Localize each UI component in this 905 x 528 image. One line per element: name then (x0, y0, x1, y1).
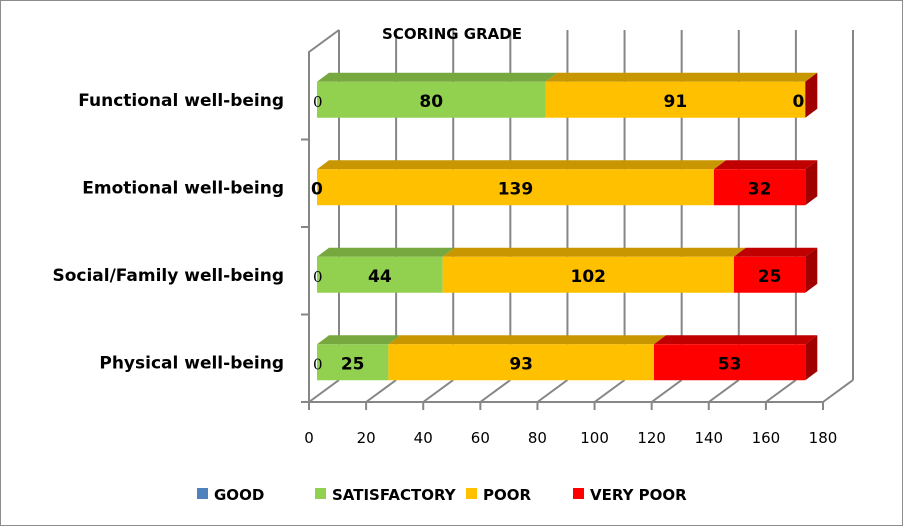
legend-swatch (197, 488, 208, 499)
data-label: 139 (498, 179, 534, 199)
data-label: 93 (509, 354, 533, 374)
data-label: 25 (758, 267, 782, 287)
x-tick-label: 20 (357, 429, 376, 447)
bar-end-cap (805, 160, 818, 206)
legend-swatch (573, 488, 584, 499)
bar-top-very-poor (653, 335, 818, 345)
bar-segment-poor (388, 344, 654, 381)
data-label: 0 (313, 268, 323, 286)
data-label: 25 (341, 354, 365, 374)
bar-top-satisfactory (317, 247, 455, 257)
bar-top-satisfactory (317, 72, 558, 82)
x-tick-label: 80 (528, 429, 547, 447)
bar-segment-satisfactory (317, 256, 443, 293)
bar-top-very-poor (713, 160, 818, 170)
x-axis-ticks: 0 20 40 60 80 100 120 140 160 180 (304, 429, 837, 447)
bar-segment-satisfactory (317, 344, 389, 381)
floor-gridline (822, 379, 854, 403)
chart-title: SCORING GRADE (382, 25, 522, 43)
floor-gridline (708, 379, 740, 403)
category-label: Physical well-being (99, 353, 284, 373)
category-labels: Functional well-being Emotional well-bein… (52, 91, 284, 374)
legend-label: SATISFACTORY (332, 486, 457, 504)
bar-end-cap (805, 72, 818, 118)
x-tick-label: 60 (471, 429, 490, 447)
legend-swatch (315, 488, 326, 499)
legend-label: VERY POOR (590, 486, 687, 504)
bar-top-poor (388, 335, 666, 345)
legend-label: GOOD (214, 486, 264, 504)
legend-swatch (466, 488, 477, 499)
bar-segment-very-poor (713, 169, 806, 206)
x-tick-label: 180 (809, 429, 838, 447)
floor-gridline (593, 379, 626, 403)
legend-label: POOR (483, 486, 531, 504)
x-tick-label: 40 (414, 429, 433, 447)
bar-segment-poor (317, 169, 714, 206)
floor-gridline (765, 379, 797, 403)
x-tick-label: 100 (580, 429, 609, 447)
bars (317, 72, 818, 381)
x-tick-label: 160 (752, 429, 781, 447)
data-labels: 0 80 91 0 0 139 32 0 44 102 25 0 25 93 53 (311, 92, 804, 375)
data-label: 0 (313, 93, 323, 111)
floor-gridline (422, 379, 454, 403)
floor-gridline (479, 379, 511, 403)
data-label: 0 (792, 92, 804, 112)
bar-segment-very-poor (653, 344, 806, 381)
bar-segment-poor (545, 81, 806, 118)
floor-gridline (536, 379, 569, 403)
data-label: 91 (664, 92, 688, 112)
bar-top-very-poor (733, 247, 818, 257)
category-label: Functional well-being (78, 91, 284, 111)
bar-segment-satisfactory (317, 81, 546, 118)
floor-gridline (365, 379, 397, 403)
bar-segment-very-poor (733, 256, 806, 293)
bar-top-poor (442, 247, 746, 257)
bar-end-cap (805, 247, 818, 293)
bar-top-poor (545, 72, 818, 82)
data-label: 32 (748, 179, 772, 199)
bar-top-poor (317, 160, 726, 170)
data-label: 53 (718, 354, 742, 374)
x-tick-label: 120 (637, 429, 666, 447)
data-label: 0 (313, 355, 323, 373)
floor-gridline (651, 379, 683, 403)
x-tick-label: 0 (304, 429, 314, 447)
data-label: 80 (419, 92, 443, 112)
category-label: Emotional well-being (82, 178, 284, 198)
legend: GOOD SATISFACTORY POOR VERY POOR (197, 486, 687, 504)
x-tick-label: 140 (694, 429, 723, 447)
data-label: 44 (368, 267, 392, 287)
floor-gridline (308, 379, 340, 403)
data-label: 0 (311, 179, 323, 199)
bar-top-satisfactory (317, 335, 401, 345)
left-wall-line (308, 29, 340, 402)
bar-segment-poor (442, 256, 734, 293)
bar-end-cap (805, 335, 818, 381)
data-label: 102 (571, 267, 607, 287)
category-label: Social/Family well-being (52, 266, 284, 286)
